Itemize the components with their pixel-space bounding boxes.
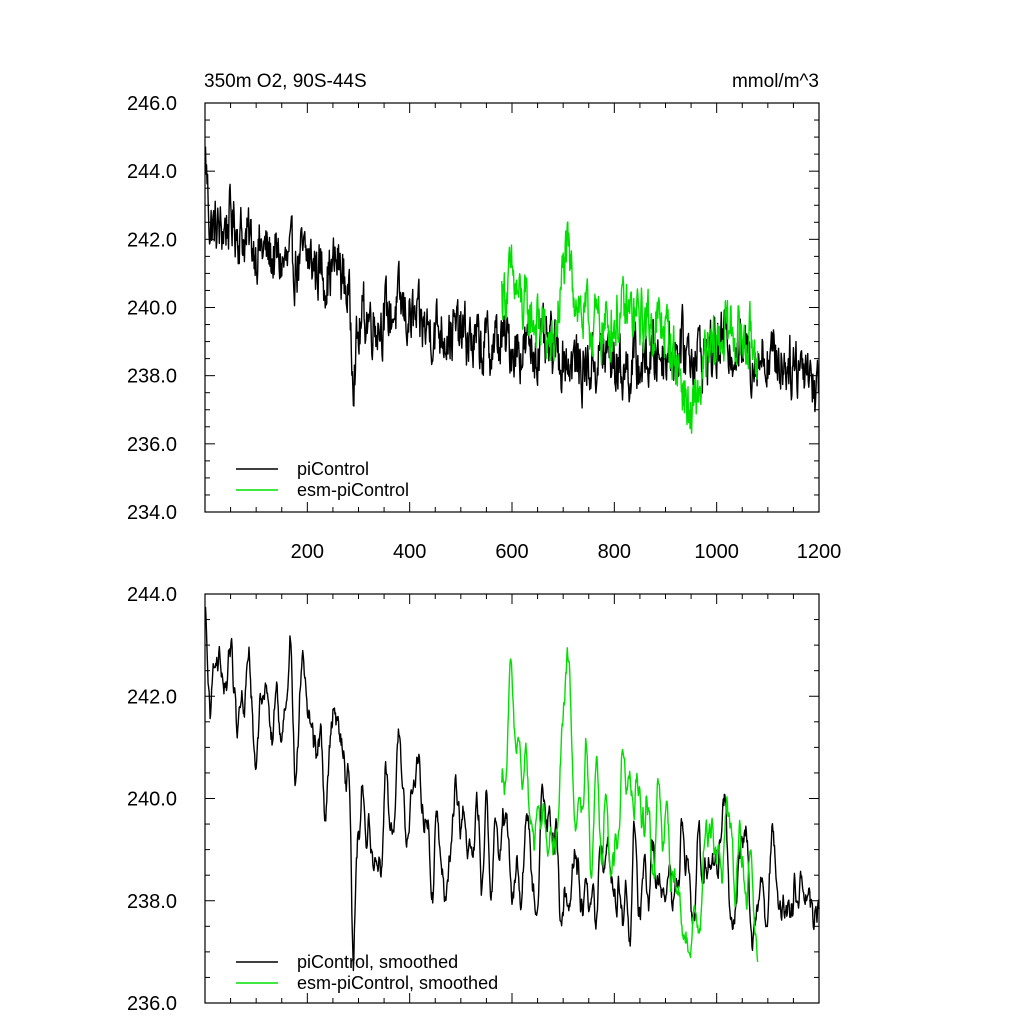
legend-label-picontrol: piControl bbox=[297, 459, 369, 479]
bottom-series-layer bbox=[204, 606, 820, 972]
bottom-panel: 236.0 238.0 240.0 242.0 244.0 piControl, smo… bbox=[127, 584, 820, 1015]
top-y-tick-labels: 234.0 236.0 238.0 240.0 242.0 244.0 246.0 bbox=[127, 93, 177, 524]
x-tick-label: 200 bbox=[291, 541, 324, 563]
top-x-tick-labels: 200 400 600 800 1000 1200 bbox=[291, 541, 842, 563]
x-tick-label: 800 bbox=[598, 541, 631, 563]
top-panel: 350m O2, 90S-44S mmol/m^3 234.0 236.0 238.… bbox=[127, 71, 841, 563]
series-line-esm-picontrol bbox=[501, 221, 759, 434]
bottom-legend: piControl, smoothed esm-piControl, smoot… bbox=[236, 952, 498, 993]
series-line-picontrol bbox=[204, 146, 820, 413]
legend-label-esm-picontrol: esm-piControl bbox=[297, 480, 409, 500]
y-tick-label: 238.0 bbox=[127, 891, 177, 913]
y-tick-label: 234.0 bbox=[127, 502, 177, 524]
y-tick-label: 244.0 bbox=[127, 161, 177, 183]
top-plot-frame bbox=[204, 102, 820, 513]
x-tick-label: 400 bbox=[393, 541, 426, 563]
bottom-y-tick-labels: 236.0 238.0 240.0 242.0 244.0 bbox=[127, 584, 177, 1015]
legend-label-picontrol-smoothed: piControl, smoothed bbox=[297, 952, 458, 972]
top-tick-layer bbox=[205, 102, 820, 513]
y-tick-label: 244.0 bbox=[127, 584, 177, 606]
bottom-plot-frame bbox=[204, 593, 820, 1004]
legend-label-esm-picontrol-smoothed: esm-piControl, smoothed bbox=[297, 973, 498, 993]
y-tick-label: 236.0 bbox=[127, 993, 177, 1015]
y-tick-label: 240.0 bbox=[127, 789, 177, 811]
y-tick-label: 240.0 bbox=[127, 298, 177, 320]
x-tick-label: 1200 bbox=[797, 541, 842, 563]
series-line-esm-picontrol-smoothed bbox=[501, 647, 759, 962]
top-panel-units: mmol/m^3 bbox=[732, 71, 819, 92]
x-tick-label: 1000 bbox=[694, 541, 739, 563]
y-tick-label: 242.0 bbox=[127, 686, 177, 708]
series-line-picontrol-smoothed bbox=[204, 606, 820, 972]
top-legend: piControl esm-piControl bbox=[236, 459, 409, 500]
y-tick-label: 238.0 bbox=[127, 366, 177, 388]
y-tick-label: 246.0 bbox=[127, 93, 177, 115]
bottom-tick-layer bbox=[205, 593, 820, 1004]
top-panel-title: 350m O2, 90S-44S bbox=[204, 71, 367, 92]
y-tick-label: 236.0 bbox=[127, 434, 177, 456]
top-series-layer bbox=[204, 146, 820, 434]
y-tick-label: 242.0 bbox=[127, 229, 177, 251]
x-tick-label: 600 bbox=[495, 541, 528, 563]
